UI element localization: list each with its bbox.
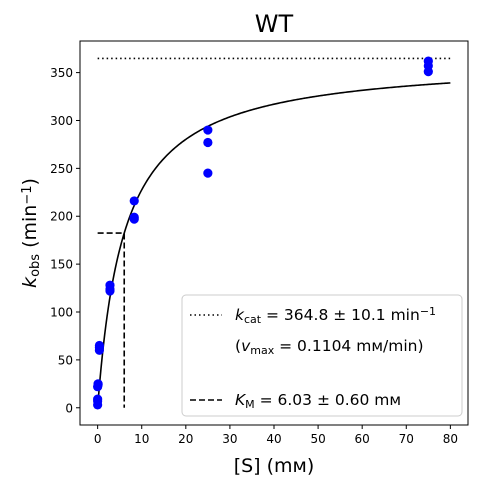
legend-entry-label: KM = 6.03 ± 0.60 mм bbox=[235, 391, 401, 411]
data-point bbox=[129, 212, 139, 222]
x-tick-label: 50 bbox=[310, 432, 325, 446]
legend-entry-label-part: ( bbox=[235, 337, 241, 355]
y-axis-label-sup: −1 bbox=[20, 185, 35, 204]
y-tick-label: 150 bbox=[50, 258, 73, 272]
data-point bbox=[203, 125, 213, 135]
legend-entry-label-part: = 0.1104 mм/min) bbox=[274, 337, 423, 355]
x-tick-label: 70 bbox=[399, 432, 414, 446]
y-tick-label: 350 bbox=[50, 66, 73, 80]
x-tick-label: 40 bbox=[266, 432, 281, 446]
y-tick-label: 250 bbox=[50, 162, 73, 176]
x-tick-label: 30 bbox=[222, 432, 237, 446]
chart-title: WT bbox=[255, 10, 294, 38]
legend-entry-label-part: K bbox=[235, 391, 247, 409]
plot-layer bbox=[93, 56, 451, 410]
x-tick-label: 80 bbox=[443, 432, 458, 446]
x-tick-label: 10 bbox=[134, 432, 149, 446]
x-tick-label: 0 bbox=[94, 432, 102, 446]
data-point bbox=[129, 196, 139, 206]
y-tick-label: 50 bbox=[58, 353, 73, 367]
legend-entry-label: (vmax = 0.1104 mм/min) bbox=[235, 337, 424, 357]
axes-layer: 0 10 20 30 40 50 60 70 80 0 50 100 150 200 250 300 350 bbox=[50, 66, 458, 446]
y-tick-label: 200 bbox=[50, 210, 73, 224]
series-line-fit-curve bbox=[96, 82, 451, 408]
y-axis-label-k: k bbox=[19, 276, 41, 288]
legend: kcat = 364.8 ± 10.1 min−1 (vmax = 0.1104 … bbox=[181, 294, 463, 417]
y-axis-label: kobs (min−1) bbox=[19, 178, 43, 288]
legend-entry-label-part: v bbox=[241, 337, 251, 355]
legend-entry-label-part: M bbox=[245, 398, 255, 411]
x-tick-label: 60 bbox=[355, 432, 370, 446]
data-point bbox=[93, 379, 103, 389]
x-tick-label: 20 bbox=[178, 432, 193, 446]
y-axis-label-unit: (min bbox=[19, 205, 41, 254]
y-axis-label-sub: obs bbox=[28, 254, 43, 277]
data-point bbox=[94, 340, 104, 351]
legend-entry-label: kcat = 364.8 ± 10.1 min−1 bbox=[235, 305, 436, 326]
data-point bbox=[105, 280, 115, 290]
x-axis-label: [S] (mм) bbox=[234, 455, 315, 477]
data-point bbox=[423, 56, 433, 66]
y-axis-label-close: ) bbox=[19, 178, 41, 185]
legend-entry-label-part: −1 bbox=[420, 305, 436, 318]
legend-entry-label-part: k bbox=[235, 306, 245, 324]
y-tick-label: 0 bbox=[65, 401, 73, 415]
y-tick-label: 100 bbox=[50, 306, 73, 320]
legend-entry-label-part: = 364.8 ± 10.1 min bbox=[261, 306, 420, 324]
legend-box bbox=[181, 294, 463, 417]
data-point bbox=[203, 137, 213, 148]
data-point bbox=[203, 168, 213, 178]
legend-entry-label-part: = 6.03 ± 0.60 mм bbox=[255, 391, 401, 409]
legend-entry-label-part: max bbox=[250, 344, 274, 357]
y-tick-label: 300 bbox=[50, 114, 73, 128]
data-point bbox=[93, 394, 103, 404]
legend-entry-label-part: cat bbox=[244, 313, 262, 326]
